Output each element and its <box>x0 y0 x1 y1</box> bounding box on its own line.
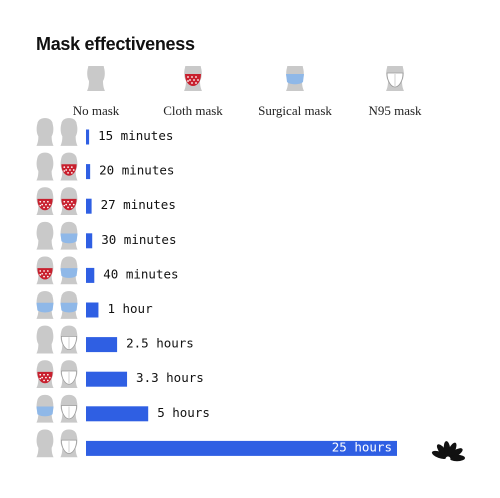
legend-label: Cloth mask <box>163 103 223 118</box>
n95-mask-head-icon <box>386 61 404 91</box>
bar <box>86 302 99 318</box>
bar <box>86 233 93 249</box>
bar-value-label: 15 minutes <box>98 128 173 143</box>
chart-row: 30 minutes <box>36 221 176 250</box>
chart-row: 25 hours <box>36 429 397 458</box>
bar-value-label: 20 minutes <box>99 163 174 178</box>
cloth-head-icon <box>36 187 54 216</box>
bar <box>86 129 90 145</box>
surgical-head-icon <box>60 291 78 319</box>
chart-row: 5 hours <box>36 394 210 423</box>
chart-row: 2.5 hours <box>36 325 194 354</box>
bar <box>86 371 128 387</box>
chart-row: 1 hour <box>36 291 153 319</box>
chart-row: 3.3 hours <box>36 360 204 389</box>
bar-value-label: 5 hours <box>157 405 210 420</box>
bar-value-label: 40 minutes <box>103 266 178 281</box>
n95-head-icon <box>60 360 78 389</box>
nbc-peacock-logo <box>431 441 465 462</box>
chart-title: Mask effectiveness <box>36 34 195 54</box>
legend-item-n95: N95 mask <box>340 61 450 119</box>
cloth-head-icon <box>36 360 54 389</box>
chart-row: 20 minutes <box>36 152 174 181</box>
cloth-head-icon <box>60 152 78 181</box>
n95-head-icon <box>386 61 404 91</box>
no-mask-head-icon <box>36 429 54 458</box>
bar <box>86 406 149 422</box>
cloth-head-icon <box>184 61 202 91</box>
no-mask-head-icon <box>36 325 54 354</box>
legend-label: Surgical mask <box>258 103 332 118</box>
bar <box>86 164 91 180</box>
no-mask-head-icon <box>60 118 78 146</box>
bar-value-label: 1 hour <box>107 301 153 316</box>
surgical-head-icon <box>36 394 54 423</box>
no-mask-head-icon <box>36 152 54 181</box>
no-mask-head-icon <box>36 221 54 250</box>
bar-value-label: 27 minutes <box>101 197 176 212</box>
cloth-mask-head-icon <box>184 61 202 91</box>
legend-item-none: No mask <box>41 61 151 119</box>
surgical-head-icon <box>36 291 54 319</box>
cloth-head-icon <box>36 256 54 285</box>
bar <box>86 337 118 353</box>
cloth-head-icon <box>60 187 78 216</box>
chart-row: 40 minutes <box>36 256 179 285</box>
n95-head-icon <box>60 394 78 423</box>
surgical-head-icon <box>60 221 78 250</box>
bar <box>86 198 92 214</box>
bar <box>86 440 397 456</box>
bar <box>86 267 95 283</box>
legend-label: N95 mask <box>368 103 422 118</box>
legend-label: No mask <box>72 103 120 118</box>
legend-item-cloth: Cloth mask <box>138 61 248 119</box>
bar-value-label: 30 minutes <box>101 232 176 247</box>
n95-head-icon <box>60 429 78 458</box>
chart-row: 27 minutes <box>36 187 176 216</box>
chart-row: 15 minutes <box>36 118 173 146</box>
bar-value-label: 3.3 hours <box>136 370 204 385</box>
bar-value-label: 2.5 hours <box>126 336 194 351</box>
n95-head-icon <box>60 325 78 354</box>
surgical-head-icon <box>60 256 78 285</box>
no-mask-head-icon <box>36 118 54 146</box>
bar-value-label: 25 hours <box>332 439 392 454</box>
